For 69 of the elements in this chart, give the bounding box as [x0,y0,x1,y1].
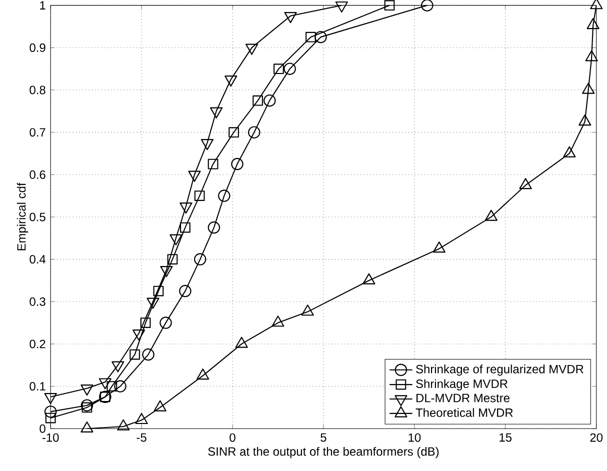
point [314,30,327,44]
point [170,234,182,246]
y-tick-label: 0.7 [30,128,46,136]
legend-label: DL-MVDR Mestre [416,394,510,402]
x-tick-label: -5 [136,433,146,442]
point [384,0,395,10]
point [245,44,258,55]
point [45,412,56,424]
point [274,64,284,74]
point [218,190,230,202]
point [160,316,172,329]
point [179,284,192,298]
point [208,221,220,234]
point [248,126,260,138]
x-tick-label: 10 [408,433,421,442]
point [180,202,192,214]
y-tick-label: 0.1 [30,382,46,390]
point [188,170,201,182]
y-axis-title: Empirical cdf [16,182,28,250]
point [44,405,57,418]
y-tick-label: 0.5 [30,212,46,222]
x-tick-label: 15 [500,433,512,442]
point [231,158,244,170]
x-tick-label: -10 [42,433,59,442]
legend-label: Shrinkage MVDR [416,379,508,390]
point [82,402,92,413]
legend-label: Theoretical MVDR [416,408,513,417]
point [180,222,190,233]
point [140,317,151,328]
point [80,384,94,396]
point [132,329,146,340]
point [194,190,205,201]
point [114,380,126,392]
point [335,1,348,12]
x-tick-label: 0 [230,433,236,442]
point [252,95,263,106]
point [130,349,140,360]
y-tick-label: 0.8 [30,86,46,94]
y-tick-label: 0.4 [30,254,46,264]
point [146,298,160,309]
point [228,127,239,138]
point [153,286,164,296]
y-tick-label: 0 [40,424,46,433]
y-tick-label: 0.6 [30,170,46,179]
point [284,12,297,23]
legend-label: Shrinkage of regularized MVDR [416,364,584,376]
point [263,94,276,107]
point [210,107,223,118]
x-axis-title: SINR at the output of the beamformers (dB) [208,446,439,458]
point [208,158,218,170]
point [590,0,603,10]
x-tick-label: 20 [590,433,603,442]
y-tick-label: 1 [40,1,46,10]
point [194,253,206,266]
point [142,348,154,361]
y-tick-label: 0.9 [30,43,46,52]
y-tick-label: 0.2 [30,340,46,348]
point [112,361,124,372]
point [284,62,296,75]
point [44,392,57,404]
point [167,254,178,264]
point [421,0,434,12]
y-tick-label: 0.3 [30,297,46,306]
point [160,266,173,277]
point [306,32,316,42]
point [80,399,94,412]
point [224,75,238,86]
point [200,138,214,150]
x-tick-label: 5 [320,433,326,442]
